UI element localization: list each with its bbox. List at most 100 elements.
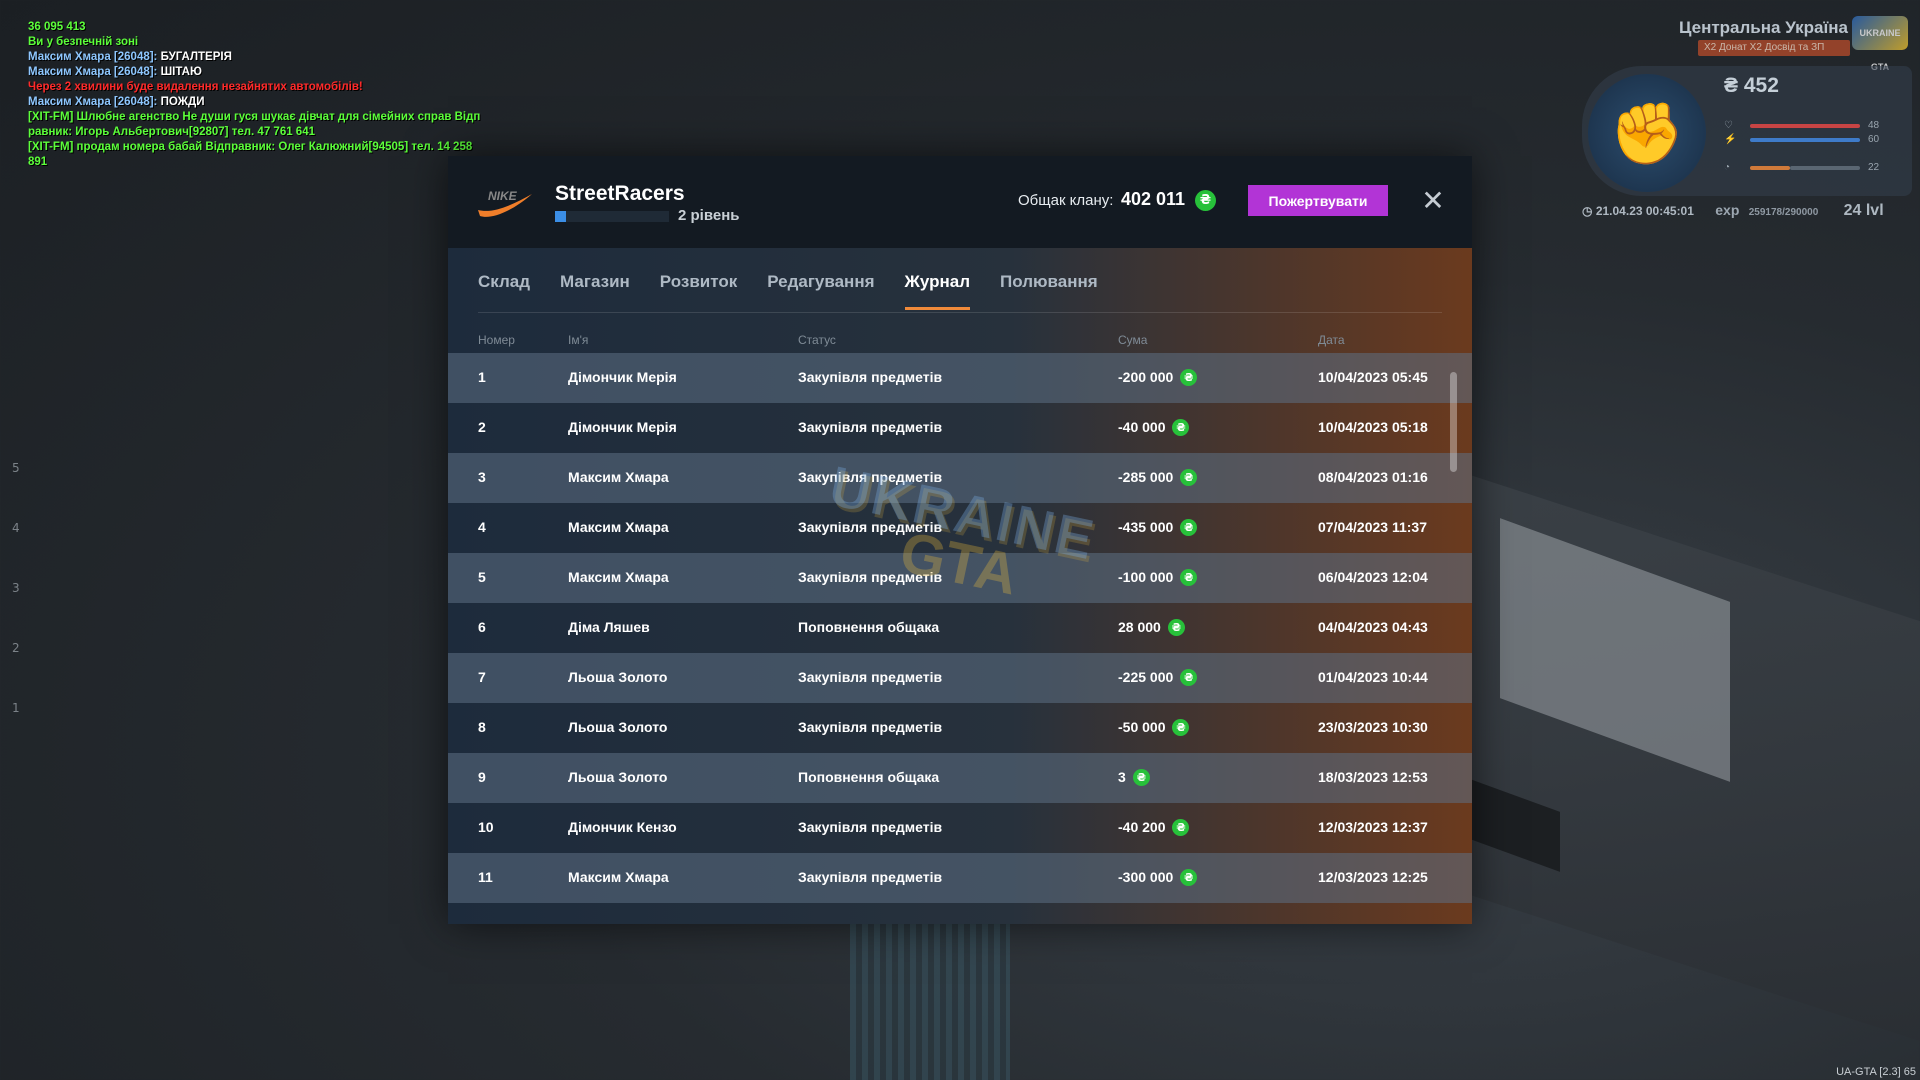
table-row[interactable]: 3 Максим Хмара Закупівля предметів -285 000… — [448, 453, 1472, 503]
table-row[interactable]: 5 Максим Хмара Закупівля предметів -100 000… — [448, 553, 1472, 603]
column-header-name: Ім'я — [568, 333, 589, 347]
row-status: Закупівля предметів — [798, 419, 943, 435]
hryvnia-coin-icon: ₴ — [1172, 818, 1190, 836]
row-name: Максим Хмара — [568, 519, 669, 535]
chat-text: Через 2 хвилини буде видалення незайняти… — [28, 81, 363, 93]
hud-bonus-banner: X2 Донат X2 Досвід та ЗП — [1698, 40, 1850, 56]
armor-bar — [1750, 138, 1860, 142]
tab-bar: Склад Магазин Розвиток Редагування Журнал Пол… — [478, 266, 1128, 316]
row-sum: -225 000 ₴ — [1118, 668, 1198, 686]
table-row[interactable]: 6 Діма Ляшев Поповнення общака 28 000 ₴ 04/04… — [448, 603, 1472, 653]
table-row[interactable]: 10 Дімончик Кензо Закупівля предметів -40 2… — [448, 803, 1472, 853]
clan-level: 2 рівень — [678, 207, 740, 224]
tab-2[interactable]: Розвиток — [659, 272, 738, 291]
chat-text: Максим Хмара [26048]: — [28, 66, 161, 78]
row-status: Закупівля предметів — [798, 669, 943, 685]
row-status: Закупівля предметів — [798, 369, 943, 385]
row-sum-value: 28 000 — [1118, 619, 1161, 635]
row-status: Закупівля предметів — [798, 869, 943, 885]
row-sum-value: -200 000 — [1118, 369, 1174, 385]
chat-line: Ви у безпечній зоні — [28, 35, 480, 50]
table-row[interactable]: 1 Дімончик Мерія Закупівля предметів -200 0… — [448, 353, 1472, 403]
hryvnia-coin-icon: ₴ — [1180, 868, 1198, 886]
table-row[interactable]: 9 Льоша Золото Поповнення общака 3 ₴ 18/03/20… — [448, 753, 1472, 803]
chat-text: ПОЖДИ — [160, 96, 205, 108]
clan-name: StreetRacers — [555, 182, 685, 205]
armor-icon: ⚡ — [1724, 134, 1737, 145]
modal-header: NIKE StreetRacers 2 рівень Общак клану: … — [448, 156, 1472, 248]
chat-line: [XIT-FM] продам номера бабай Відправник:… — [28, 140, 480, 155]
slot-number: 4 — [12, 521, 20, 535]
hunger-bar-empty — [1790, 166, 1860, 170]
journal-table[interactable]: 1 Дімончик Мерія Закупівля предметів -200 0… — [448, 353, 1472, 903]
row-date: 04/04/2023 04:43 — [1318, 619, 1428, 635]
slot-number: 2 — [12, 641, 20, 655]
table-row[interactable]: 4 Максим Хмара Закупівля предметів -435 000… — [448, 503, 1472, 553]
chat-line: 36 095 413 — [28, 20, 480, 35]
tab-4[interactable]: Журнал — [904, 266, 970, 310]
row-number: 8 — [478, 719, 486, 735]
table-row[interactable]: 2 Дімончик Мерія Закупівля предметів -40 00… — [448, 403, 1472, 453]
food-icon: ◔ — [1724, 162, 1731, 173]
slot-number: 3 — [12, 581, 20, 595]
row-status: Закупівля предметів — [798, 719, 943, 735]
bank-label: Общак клану: — [1018, 192, 1114, 209]
table-row[interactable]: 11 Максим Хмара Закупівля предметів -300 00… — [448, 853, 1472, 903]
hryvnia-coin-icon: ₴ — [1172, 418, 1190, 436]
row-date: 01/04/2023 10:44 — [1318, 669, 1428, 685]
close-icon[interactable]: ✕ — [1421, 184, 1445, 217]
hud-status: ◷ 21.04.23 00:45:01 exp 259178/290000 24… — [1582, 202, 1884, 220]
svg-text:NIKE: NIKE — [488, 189, 518, 203]
weapon-slot-numbers: 5 4 3 2 1 — [12, 438, 20, 738]
row-date: 07/04/2023 11:37 — [1318, 519, 1427, 535]
row-number: 6 — [478, 619, 486, 635]
row-sum: -40 200 ₴ — [1118, 818, 1190, 836]
row-name: Льоша Золото — [568, 719, 668, 735]
row-status: Закупівля предметів — [798, 469, 943, 485]
hryvnia-coin-icon: ₴ — [1180, 368, 1198, 386]
exp-label: exp — [1715, 202, 1740, 218]
row-sum: -300 000 ₴ — [1118, 868, 1198, 886]
table-row[interactable]: 8 Льоша Золото Закупівля предметів -50 000 ₴… — [448, 703, 1472, 753]
row-sum-value: -40 200 — [1118, 819, 1166, 835]
slot-number: 1 — [12, 701, 20, 715]
row-number: 4 — [478, 519, 486, 535]
donate-button[interactable]: Пожертвувати — [1248, 185, 1388, 216]
hryvnia-coin-icon: ₴ — [1172, 718, 1190, 736]
table-row[interactable]: 7 Льоша Золото Закупівля предметів -225 000… — [448, 653, 1472, 703]
row-status: Поповнення общака — [798, 619, 940, 635]
slot-number: 5 — [12, 461, 20, 475]
chat-line: Через 2 хвилини буде видалення незайняти… — [28, 80, 480, 95]
scrollbar[interactable] — [1450, 372, 1457, 472]
row-name: Максим Хмара — [568, 869, 669, 885]
row-sum: 3 ₴ — [1118, 768, 1150, 786]
fist-icon: ✊ — [1588, 74, 1706, 192]
health-bar — [1750, 124, 1860, 128]
clan-journal-modal: NIKE StreetRacers 2 рівень Общак клану: … — [448, 156, 1472, 924]
tab-1[interactable]: Магазин — [560, 272, 630, 291]
row-name: Дімончик Мерія — [568, 369, 677, 385]
row-date: 10/04/2023 05:45 — [1318, 369, 1428, 385]
row-date: 10/04/2023 05:18 — [1318, 419, 1428, 435]
row-status: Закупівля предметів — [798, 569, 943, 585]
column-header-number: Номер — [478, 333, 515, 347]
armor-value: 60 — [1868, 134, 1880, 145]
row-sum: -50 000 ₴ — [1118, 718, 1190, 736]
hryvnia-coin-icon: ₴ — [1167, 618, 1185, 636]
background-character — [850, 920, 1010, 1080]
chat-line: Максим Хмара [26048]: ПОЖДИ — [28, 95, 480, 110]
row-date: 12/03/2023 12:25 — [1318, 869, 1428, 885]
chat-line: [XIT-FM] Шлюбне агенство Не души гуся шу… — [28, 110, 480, 125]
chat-log: 36 095 413 Ви у безпечній зоні Максим Хмар… — [28, 20, 480, 170]
tab-5[interactable]: Полювання — [1000, 272, 1098, 291]
tab-3[interactable]: Редагування — [767, 272, 875, 291]
row-date: 06/04/2023 12:04 — [1318, 569, 1428, 585]
row-name: Максим Хмара — [568, 569, 669, 585]
chat-text: ШІТАЮ — [160, 66, 202, 78]
row-sum-value: -435 000 — [1118, 519, 1174, 535]
row-date: 18/03/2023 12:53 — [1318, 769, 1428, 785]
row-date: 08/04/2023 01:16 — [1318, 469, 1428, 485]
row-number: 10 — [478, 819, 494, 835]
clan-level-progress — [555, 211, 669, 222]
tab-0[interactable]: Склад — [478, 272, 531, 291]
